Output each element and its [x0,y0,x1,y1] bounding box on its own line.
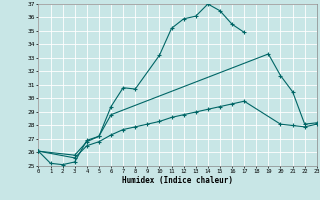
X-axis label: Humidex (Indice chaleur): Humidex (Indice chaleur) [122,176,233,185]
